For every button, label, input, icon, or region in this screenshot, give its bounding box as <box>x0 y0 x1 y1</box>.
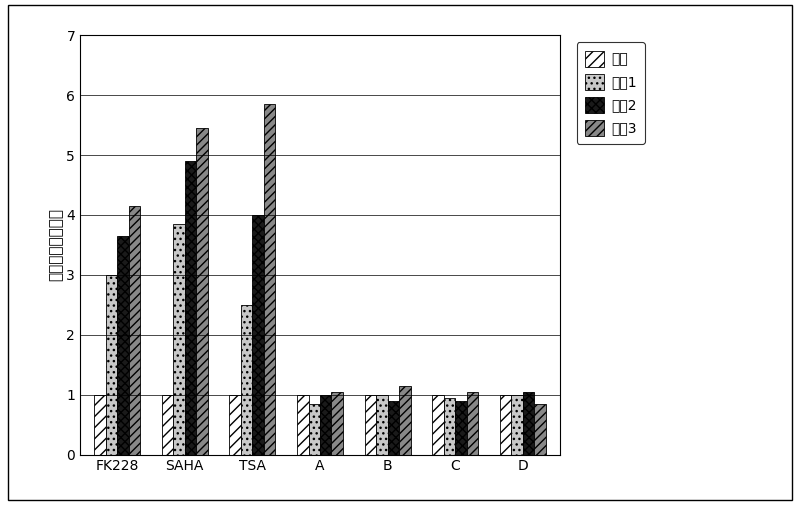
Bar <box>94 394 106 454</box>
Bar <box>523 392 534 454</box>
Bar <box>376 394 388 454</box>
Bar <box>455 400 466 454</box>
Bar <box>241 305 252 454</box>
Bar <box>252 215 264 454</box>
Bar <box>129 206 140 454</box>
Bar <box>309 403 320 454</box>
Bar <box>117 236 129 454</box>
Bar <box>511 394 523 454</box>
Bar <box>320 394 331 454</box>
Bar <box>444 397 455 454</box>
Bar <box>534 403 546 454</box>
Bar <box>196 128 208 454</box>
Bar <box>297 394 309 454</box>
Bar <box>500 394 511 454</box>
Y-axis label: 相对荧光素酶活性: 相对荧光素酶活性 <box>49 209 63 281</box>
Bar <box>106 275 117 454</box>
Bar <box>388 400 399 454</box>
Bar <box>399 386 410 454</box>
Bar <box>264 104 275 454</box>
Bar <box>230 394 241 454</box>
Bar <box>466 392 478 454</box>
Legend: 对照, 浓度1, 浓度2, 浓度3: 对照, 浓度1, 浓度2, 浓度3 <box>577 42 646 144</box>
Bar <box>365 394 376 454</box>
Bar <box>185 161 196 454</box>
Bar <box>432 394 444 454</box>
Bar <box>331 392 343 454</box>
Bar <box>174 224 185 454</box>
Bar <box>162 394 174 454</box>
